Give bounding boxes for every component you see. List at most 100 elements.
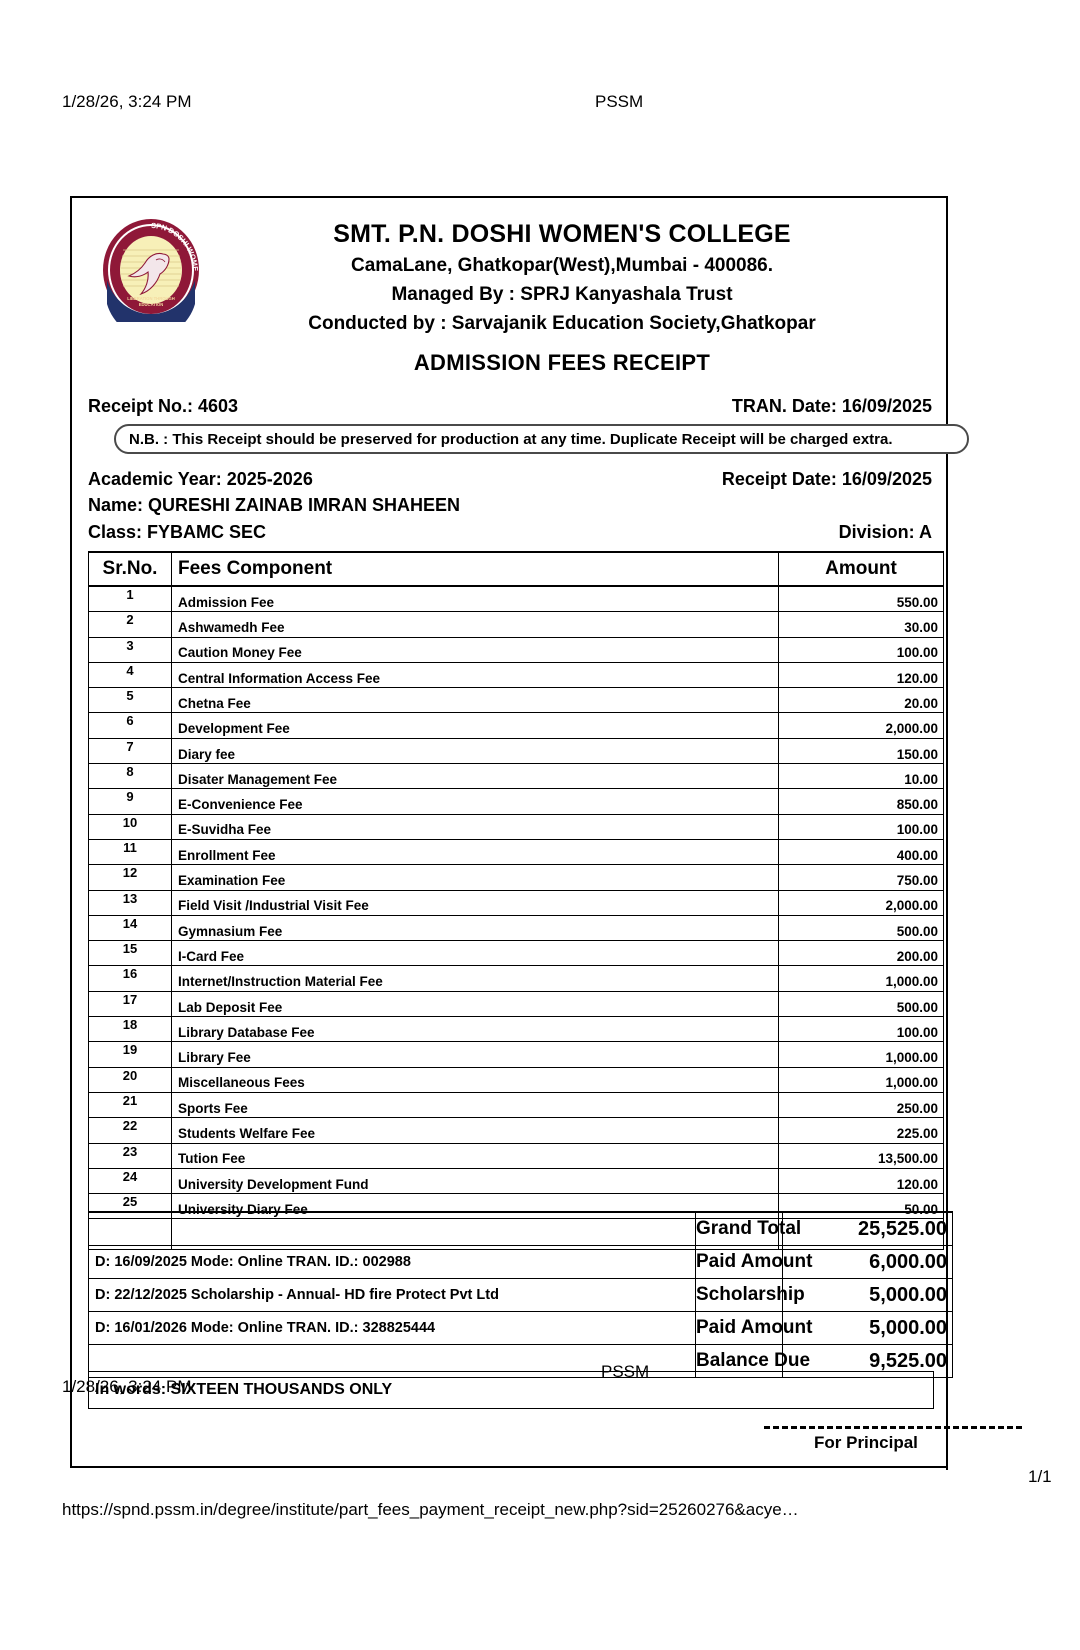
row-component: University Development Fund xyxy=(171,1167,779,1195)
table-row: 20 Miscellaneous Fees 1,000.00 xyxy=(88,1066,944,1093)
table-row: 8 Disater Management Fee 10.00 xyxy=(88,763,944,790)
totals-label: Paid Amount xyxy=(695,1311,812,1345)
fees-table-header-row: Sr.No. Fees Component Amount xyxy=(88,551,944,587)
row-amount: 1,000.00 xyxy=(778,965,944,992)
in-words-box: In words: SIXTEEN THOUSANDS ONLY xyxy=(88,1371,934,1409)
row-component: Development Fee xyxy=(171,712,779,739)
page-bleed-date: 1/28/26, 3:24 PM xyxy=(62,1377,192,1396)
signature-label: For Principal xyxy=(814,1433,918,1452)
managed-by-line: Managed By : SPRJ Kanyashala Trust xyxy=(391,284,733,305)
table-row: 23 Tution Fee 13,500.00 xyxy=(88,1142,944,1169)
table-row: 3 Caution Money Fee 100.00 xyxy=(88,636,944,663)
totals-amount: 9,525.00 xyxy=(782,1344,953,1378)
row-srno: 7 xyxy=(88,737,172,765)
row-srno: 12 xyxy=(88,864,172,891)
table-row: 17 Lab Deposit Fee 500.00 xyxy=(88,990,944,1018)
college-logo-icon: SPN DOSHI WOMEN'S COLLEGE LIBERATION THR… xyxy=(101,218,200,322)
row-srno: 8 xyxy=(88,763,172,790)
row-srno: 23 xyxy=(88,1142,172,1169)
totals-note: D: 22/12/2025 Scholarship - Annual- HD f… xyxy=(88,1278,696,1312)
totals-note xyxy=(88,1211,696,1246)
row-component: Library Database Fee xyxy=(171,1016,779,1043)
table-row: 22 Students Welfare Fee 225.00 xyxy=(88,1117,944,1144)
row-amount: 750.00 xyxy=(778,864,944,891)
page-number: 1/1 xyxy=(1028,1467,1052,1486)
row-srno: 3 xyxy=(88,636,172,663)
print-footer-url: https://spnd.pssm.in/degree/institute/pa… xyxy=(62,1500,799,1519)
table-row: 24 University Development Fund 120.00 xyxy=(88,1167,944,1195)
table-row: 10 E-Suvidha Fee 100.00 xyxy=(88,813,944,840)
row-srno: 16 xyxy=(88,965,172,992)
table-row: 21 Sports Fee 250.00 xyxy=(88,1091,944,1119)
svg-text:LIBERATION THROUGH: LIBERATION THROUGH xyxy=(127,296,175,301)
totals-amount: 5,000.00 xyxy=(782,1311,953,1345)
row-amount: 2,000.00 xyxy=(778,712,944,739)
conducted-by-line: Conducted by : Sarvajanik Education Soci… xyxy=(308,313,816,334)
table-row: 9 E-Convenience Fee 850.00 xyxy=(88,788,944,815)
row-srno: 6 xyxy=(88,712,172,739)
table-row: 18 Library Database Fee 100.00 xyxy=(88,1016,944,1043)
row-srno: 11 xyxy=(88,838,172,866)
row-srno: 14 xyxy=(88,914,172,942)
student-division: Division: A xyxy=(838,522,932,542)
notice-box: N.B. : This Receipt should be preserved … xyxy=(114,424,969,454)
receipt-date: Receipt Date: 16/09/2025 xyxy=(721,469,932,489)
totals-row: Balance Due 9,525.00 xyxy=(88,1344,953,1378)
row-component: E-Convenience Fee xyxy=(171,788,779,815)
row-component: E-Suvidha Fee xyxy=(171,813,779,840)
totals-row: D: 22/12/2025 Scholarship - Annual- HD f… xyxy=(88,1278,953,1312)
row-srno: 19 xyxy=(88,1041,172,1068)
row-component: Ashwamedh Fee xyxy=(171,611,779,638)
row-amount: 1,000.00 xyxy=(778,1066,944,1093)
row-component: Disater Management Fee xyxy=(171,763,779,790)
row-srno: 22 xyxy=(88,1117,172,1144)
row-component: Miscellaneous Fees xyxy=(171,1066,779,1093)
row-amount: 100.00 xyxy=(778,813,944,840)
column-header-srno: Sr.No. xyxy=(88,551,172,587)
table-row: 13 Field Visit /Industrial Visit Fee 2,000… xyxy=(88,889,944,916)
totals-label: Paid Amount xyxy=(695,1245,812,1279)
row-amount: 150.00 xyxy=(778,737,944,765)
row-amount: 13,500.00 xyxy=(778,1142,944,1169)
print-header-date: 1/28/26, 3:24 PM xyxy=(62,92,192,111)
signature-line xyxy=(764,1426,1022,1429)
page-bleed-title: PSSM xyxy=(601,1362,650,1381)
totals-row: Grand Total 25,525.00 xyxy=(88,1211,953,1246)
row-srno: 9 xyxy=(88,788,172,815)
row-srno: 2 xyxy=(88,611,172,638)
row-component: Field Visit /Industrial Visit Fee xyxy=(171,889,779,916)
row-component: Internet/Instruction Material Fee xyxy=(171,965,779,992)
table-row: 2 Ashwamedh Fee 30.00 xyxy=(88,611,944,638)
row-amount: 550.00 xyxy=(778,585,944,613)
totals-note: D: 16/01/2026 Mode: Online TRAN. ID.: 32… xyxy=(88,1311,696,1345)
table-row: 4 Central Information Access Fee 120.00 xyxy=(88,661,944,689)
student-class: Class: FYBAMC SEC xyxy=(88,522,267,542)
college-address: CamaLane, Ghatkopar(West),Mumbai - 40008… xyxy=(351,255,773,276)
totals-label: Scholarship xyxy=(695,1278,805,1312)
row-component: Gymnasium Fee xyxy=(171,914,779,942)
fees-table: Sr.No. Fees Component Amount 1 Admission … xyxy=(88,551,944,1251)
row-amount: 30.00 xyxy=(778,611,944,638)
row-amount: 400.00 xyxy=(778,838,944,866)
row-srno: 17 xyxy=(88,990,172,1018)
totals-label: Grand Total xyxy=(695,1211,801,1246)
row-amount: 250.00 xyxy=(778,1091,944,1119)
row-component: Chetna Fee xyxy=(171,687,779,714)
table-row: 12 Examination Fee 750.00 xyxy=(88,864,944,891)
row-component: Lab Deposit Fee xyxy=(171,990,779,1018)
totals-note: D: 16/09/2025 Mode: Online TRAN. ID.: 00… xyxy=(88,1245,696,1279)
totals-label: Balance Due xyxy=(695,1344,810,1378)
row-srno: 1 xyxy=(88,585,172,613)
column-header-amount: Amount xyxy=(778,551,944,587)
transaction-date: TRAN. Date: 16/09/2025 xyxy=(731,396,932,416)
row-component: Caution Money Fee xyxy=(171,636,779,663)
row-amount: 500.00 xyxy=(778,990,944,1018)
column-header-component: Fees Component xyxy=(171,551,779,587)
row-component: Tution Fee xyxy=(171,1142,779,1169)
table-row: 14 Gymnasium Fee 500.00 xyxy=(88,914,944,942)
row-component: Diary fee xyxy=(171,737,779,765)
row-component: Students Welfare Fee xyxy=(171,1117,779,1144)
table-row: 7 Diary fee 150.00 xyxy=(88,737,944,765)
row-srno: 5 xyxy=(88,687,172,714)
row-amount: 500.00 xyxy=(778,914,944,942)
